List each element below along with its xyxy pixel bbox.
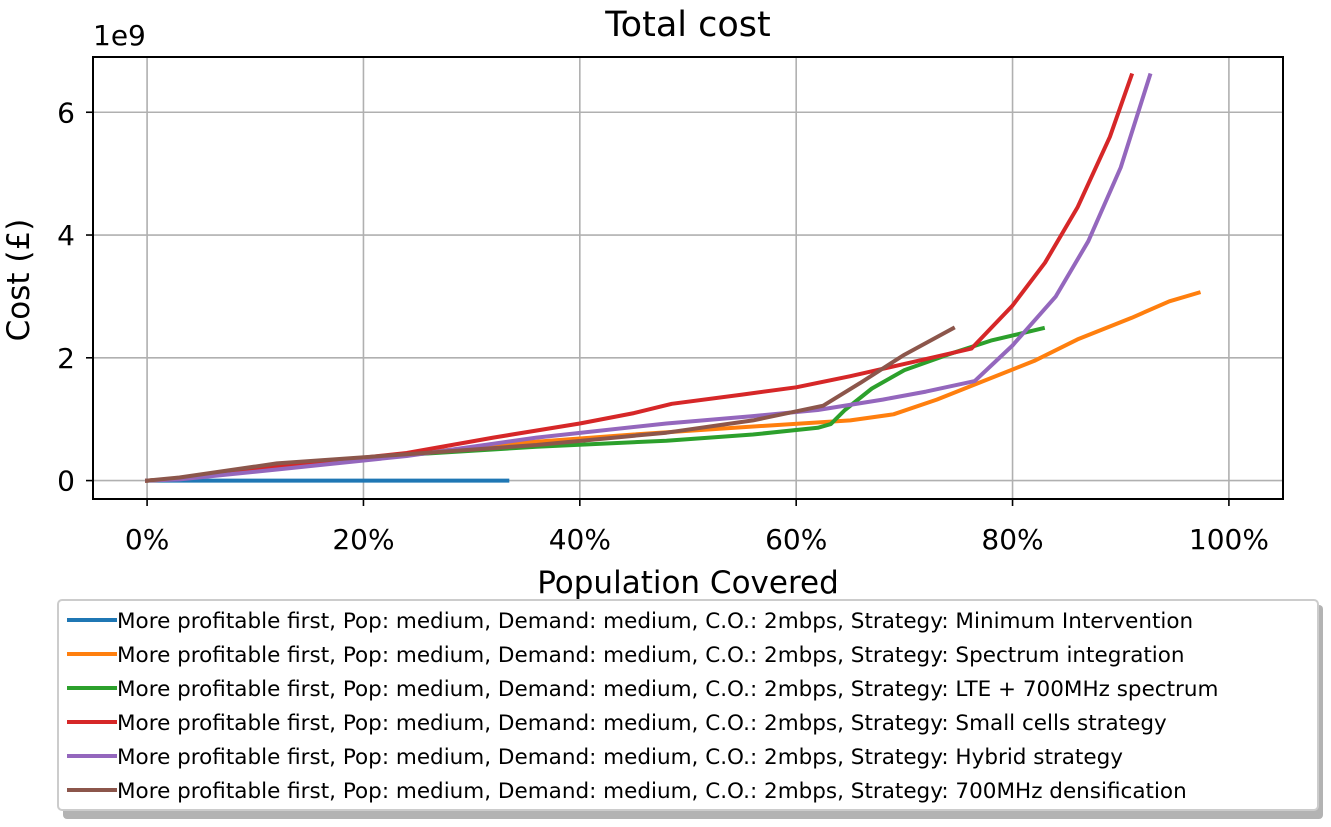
series-lines [144, 72, 1202, 483]
x-tick-label: 40% [549, 523, 611, 556]
x-tick-label: 20% [332, 523, 394, 556]
legend: More profitable first, Pop: medium, Dema… [57, 599, 1323, 819]
y-tick-label: 6 [57, 96, 75, 129]
legend-label-1: More profitable first, Pop: medium, Dema… [117, 609, 1193, 634]
legend-label-5: More profitable first, Pop: medium, Dema… [117, 745, 1123, 770]
x-tick-label: 100% [1189, 523, 1269, 556]
legend-entries: More profitable first, Pop: medium, Dema… [67, 609, 1218, 804]
y-tick-label: 4 [57, 219, 75, 252]
plot-frame [92, 56, 1284, 500]
legend-label-2: More profitable first, Pop: medium, Dema… [117, 643, 1185, 668]
legend-label-3: More profitable first, Pop: medium, Dema… [117, 677, 1218, 702]
series-line-2 [144, 290, 1202, 483]
legend-label-6: More profitable first, Pop: medium, Dema… [117, 779, 1187, 804]
x-tick-label: 60% [765, 523, 827, 556]
y-tick-label: 2 [57, 342, 75, 375]
series-line-5 [145, 72, 1153, 483]
y-axis-title: Cost (£) [1, 219, 37, 342]
x-tick-label: 0% [125, 523, 169, 556]
axis-ticks: 0% 20% 40% 60% 80% 100% 0 2 4 6 [57, 96, 1269, 556]
series-line-4 [144, 72, 1135, 483]
y-tick-label: 0 [57, 465, 75, 498]
x-axis-title: Population Covered [537, 565, 839, 601]
x-tick-label: 80% [981, 523, 1043, 556]
legend-box [57, 599, 1319, 811]
series-line-6 [144, 325, 956, 483]
legend-label-4: More profitable first, Pop: medium, Dema… [117, 711, 1167, 736]
y-offset-label: 1e9 [93, 19, 146, 52]
chart-title: Total cost [604, 5, 770, 45]
